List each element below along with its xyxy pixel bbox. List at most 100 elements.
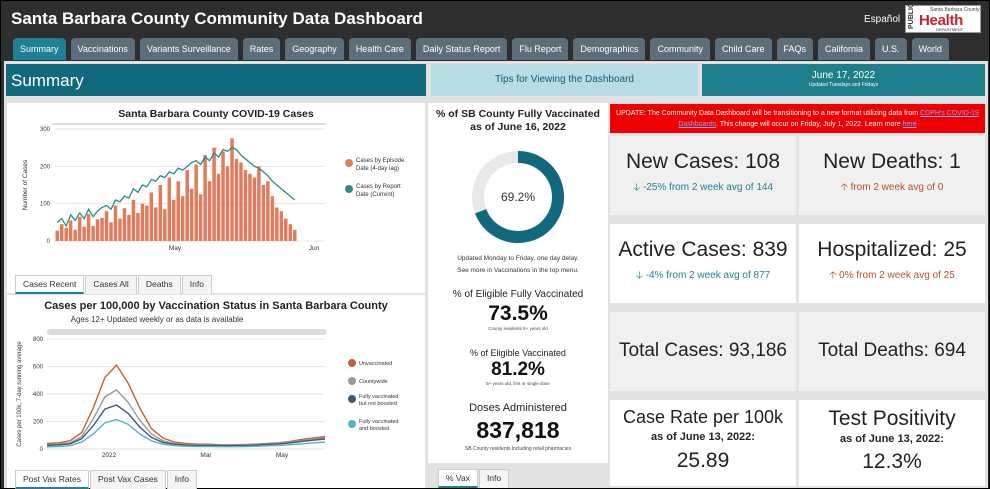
cases-chart-panel: Santa Barbara County COVID-19 Cases 0 100…	[7, 103, 425, 294]
y-tick-label: 0	[47, 239, 51, 245]
vaxstatus-tab-info[interactable]: Info	[166, 470, 197, 489]
donut-fill	[475, 151, 564, 243]
case-bar	[136, 213, 140, 241]
case-bar	[270, 196, 275, 241]
tab-geography[interactable]: Geography	[285, 38, 344, 60]
language-link[interactable]: Español	[864, 14, 901, 25]
tab-world[interactable]: World	[911, 38, 949, 60]
case-bar	[198, 194, 203, 241]
update-banner: UPDATE: The Community Data Dashboard wil…	[610, 104, 985, 133]
case-bar	[293, 229, 297, 241]
case-bar	[55, 230, 59, 241]
case-bar	[221, 151, 225, 241]
arrow-up-icon: 🡡	[829, 270, 837, 281]
new-deaths-label: New Deaths: 1	[823, 150, 961, 173]
summary-header: Summary	[6, 64, 426, 96]
active-cases-change: 🡣 -4% from 2 week avg of 877	[610, 268, 796, 285]
date-header: June 17, 2022 Updated Tuesdays and Frida…	[702, 64, 985, 96]
case-bar	[288, 224, 293, 241]
legend-label: Fully vaccinated	[359, 394, 398, 400]
y-axis-label: Cases per 100k, 7-day running average	[17, 341, 23, 447]
vax-status-title: Cases per 100,000 by Vaccination Status …	[44, 300, 388, 312]
report-date-line	[56, 146, 296, 228]
new-deaths-sub: from 2 week avg of 0	[850, 182, 944, 193]
arrow-down-icon: 🡣	[635, 270, 643, 281]
tab-health-care[interactable]: Health Care	[348, 38, 411, 60]
vax-series-line	[46, 404, 326, 447]
case-bar	[257, 166, 261, 241]
vax-donut-chart: 69.2%	[472, 151, 564, 243]
vax-series-line	[46, 363, 326, 446]
legend-label: Fully vaccinated	[359, 419, 398, 425]
elig-full-label: % of Eligible Fully Vaccinated	[452, 289, 584, 300]
tab-california[interactable]: California	[818, 38, 871, 60]
tab-faqs[interactable]: FAQs	[776, 38, 814, 60]
tips-button[interactable]: Tips for Viewing the Dashboard	[431, 64, 698, 96]
tab-flu-report[interactable]: Flu Report	[512, 38, 569, 60]
date-text: June 17, 2022	[811, 70, 876, 81]
total-deaths-card: Total Deaths: 694	[799, 312, 985, 391]
cases-chart: 0 100 200 300 May Jun Number of Cases Cases by …	[22, 123, 405, 252]
case-bar	[104, 211, 109, 241]
legend-label: Cases by Report	[356, 184, 401, 190]
x-tick-label: May	[276, 452, 289, 459]
new-cases-label: New Cases: 108	[625, 150, 781, 173]
vax-panel-tabs: % Vax Info	[438, 469, 510, 488]
case-bar	[216, 173, 221, 241]
case-bar	[176, 181, 180, 241]
banner-link-cdph[interactable]: CDPH's COVID-19 Dashboards	[678, 110, 979, 128]
legend-swatch	[345, 159, 353, 167]
case-bar	[131, 199, 136, 241]
cases-tab-cases-recent[interactable]: Cases Recent	[15, 275, 85, 294]
cases-tab-deaths[interactable]: Deaths	[137, 275, 181, 294]
case-bar	[275, 207, 279, 241]
vaxstatus-tab-post-vax-rates[interactable]: Post Vax Rates	[15, 470, 89, 489]
cases-tab-cases-all[interactable]: Cases All	[85, 275, 137, 294]
case-bar	[248, 173, 252, 241]
donut-label: 69.2%	[501, 190, 535, 204]
legend-swatch	[348, 377, 356, 385]
tab-summary[interactable]: Summary	[13, 38, 66, 60]
case-rate-card: Case Rate per 100k as of June 13, 2022: …	[610, 400, 796, 486]
tab-child-care[interactable]: Child Care	[714, 38, 772, 60]
test-positivity-card: Test Positivity as of June 13, 2022: 12.…	[799, 400, 985, 486]
case-bar	[230, 138, 234, 241]
vax-title-date: as of June 16, 2022	[470, 121, 566, 133]
case-bar	[100, 217, 104, 241]
tab-vaccinations[interactable]: Vaccinations	[70, 38, 135, 60]
test-positivity-value: 12.3%	[862, 450, 922, 473]
legend-label: Unvaccinated	[359, 361, 392, 367]
case-bar	[189, 188, 194, 241]
case-bar	[122, 208, 127, 241]
case-bar	[266, 181, 270, 241]
new-cases-card: New Cases: 108 🡣 -25% from 2 week avg of…	[610, 136, 796, 215]
tab-u-s-[interactable]: U.S.	[875, 38, 907, 60]
tab-community[interactable]: Community	[650, 38, 710, 60]
y-axis-label: Number of Cases	[22, 159, 29, 210]
vax-tab-info[interactable]: Info	[478, 469, 510, 488]
banner-link-here[interactable]: here	[902, 121, 917, 128]
cases-tab-info[interactable]: Info	[181, 275, 212, 294]
x-tick-label: Mar	[200, 452, 212, 459]
legend-swatch	[348, 359, 356, 367]
case-bar	[284, 218, 288, 241]
cases-chart-title: Santa Barbara County COVID-19 Cases	[118, 108, 314, 120]
vaxstatus-tab-post-vax-cases[interactable]: Post Vax Cases	[89, 470, 166, 489]
tab-variants-surveillance[interactable]: Variants Surveillance	[139, 38, 238, 60]
vax-update-note: Updated Monday to Friday, one day delay.	[457, 255, 579, 262]
case-bar	[154, 207, 158, 241]
case-rate-label: Case Rate per 100k	[622, 407, 784, 427]
doses-value: 837,818	[476, 417, 560, 443]
active-cases-label: Active Cases: 839	[618, 238, 788, 261]
vax-tab--vax[interactable]: % Vax	[438, 469, 478, 488]
tab-daily-status-report[interactable]: Daily Status Report	[415, 38, 508, 60]
case-bar	[180, 196, 185, 241]
tab-rates[interactable]: Rates	[242, 38, 281, 60]
y-tick-label: 200	[40, 164, 51, 170]
case-bar	[140, 203, 145, 241]
y-tick-label: 600	[33, 365, 44, 371]
tab-demographics[interactable]: Demographics	[573, 38, 646, 60]
legend-label: Countywide	[359, 379, 388, 385]
arrow-down-icon: 🡣	[632, 182, 641, 193]
x-tick-label: 2022	[102, 452, 117, 459]
